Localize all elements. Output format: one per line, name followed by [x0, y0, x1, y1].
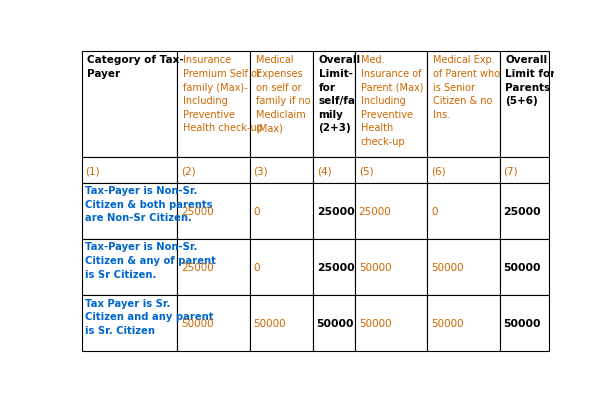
Text: (5): (5)	[359, 166, 373, 176]
Text: 0: 0	[431, 207, 438, 216]
Bar	[82, 239, 177, 295]
Text: Insurance
Premium Self or
family (Max)-
Including
Preventive
Health check-up: Insurance Premium Self or family (Max)- …	[183, 55, 263, 133]
Text: 25000: 25000	[181, 262, 214, 273]
Text: (6): (6)	[431, 166, 446, 176]
Text: 25000: 25000	[359, 207, 392, 216]
Text: 50000: 50000	[359, 318, 391, 328]
Bar	[82, 158, 177, 183]
Text: Tax-Payer is Non-Sr.
Citizen & both parents
are Non-Sr Citizen.: Tax-Payer is Non-Sr. Citizen & both pare…	[85, 186, 213, 223]
Bar	[313, 295, 355, 351]
Bar	[355, 52, 427, 158]
Text: 50000: 50000	[431, 262, 464, 273]
Bar	[500, 158, 549, 183]
Bar	[177, 158, 250, 183]
Text: 25000: 25000	[504, 207, 541, 216]
Text: Medical
Expenses
on self or
family if no
Mediclaim
(Max): Medical Expenses on self or family if no…	[255, 55, 310, 133]
Bar	[250, 295, 313, 351]
Text: Category of Tax-
Payer: Category of Tax- Payer	[87, 55, 184, 79]
Text: 50000: 50000	[181, 318, 214, 328]
Bar	[177, 52, 250, 158]
Bar	[82, 295, 177, 351]
Bar	[500, 295, 549, 351]
Text: Tax Payer is Sr.
Citizen and any parent
is Sr. Citizen: Tax Payer is Sr. Citizen and any parent …	[85, 298, 214, 335]
Text: (3): (3)	[253, 166, 268, 176]
Bar	[427, 183, 500, 239]
Bar	[177, 183, 250, 239]
Text: 25000: 25000	[181, 207, 214, 216]
Text: 50000: 50000	[504, 318, 541, 328]
Bar	[250, 239, 313, 295]
Bar	[355, 295, 427, 351]
Bar	[427, 158, 500, 183]
Bar	[355, 158, 427, 183]
Text: 25000: 25000	[317, 262, 354, 273]
Bar	[500, 52, 549, 158]
Bar	[500, 239, 549, 295]
Text: Tax-Payer is Non-Sr.
Citizen & any of parent
is Sr Citizen.: Tax-Payer is Non-Sr. Citizen & any of pa…	[85, 242, 216, 279]
Bar	[82, 183, 177, 239]
Bar	[82, 52, 177, 158]
Bar	[313, 52, 355, 158]
Text: 50000: 50000	[253, 318, 286, 328]
Text: 0: 0	[253, 207, 260, 216]
Bar	[313, 239, 355, 295]
Text: (7): (7)	[504, 166, 518, 176]
Bar	[355, 183, 427, 239]
Text: 25000: 25000	[317, 207, 354, 216]
Bar	[250, 52, 313, 158]
Text: Med.
Insurance of
Parent (Max)
Including
Preventive
Health
check-up: Med. Insurance of Parent (Max) Including…	[360, 55, 423, 147]
Bar	[427, 295, 500, 351]
Text: 50000: 50000	[359, 262, 391, 273]
Bar	[250, 158, 313, 183]
Bar	[427, 239, 500, 295]
Text: (1): (1)	[85, 166, 100, 176]
Text: (2): (2)	[181, 166, 196, 176]
Text: Overall
Limit for
Parents
(5+6): Overall Limit for Parents (5+6)	[506, 55, 556, 106]
Text: 50000: 50000	[431, 318, 464, 328]
Bar	[427, 52, 500, 158]
Bar	[177, 239, 250, 295]
Bar	[177, 295, 250, 351]
Bar	[355, 239, 427, 295]
Text: 0: 0	[253, 262, 260, 273]
Text: Overall
Limit-
for
self/fa
mily
(2+3): Overall Limit- for self/fa mily (2+3)	[319, 55, 360, 133]
Bar	[500, 183, 549, 239]
Text: (4): (4)	[317, 166, 331, 176]
Text: Medical Exp.
of Parent who
is Senior
Citizen & no
Ins.: Medical Exp. of Parent who is Senior Cit…	[433, 55, 500, 119]
Bar	[250, 183, 313, 239]
Text: 50000: 50000	[504, 262, 541, 273]
Bar	[313, 183, 355, 239]
Text: 50000: 50000	[317, 318, 354, 328]
Bar	[313, 158, 355, 183]
